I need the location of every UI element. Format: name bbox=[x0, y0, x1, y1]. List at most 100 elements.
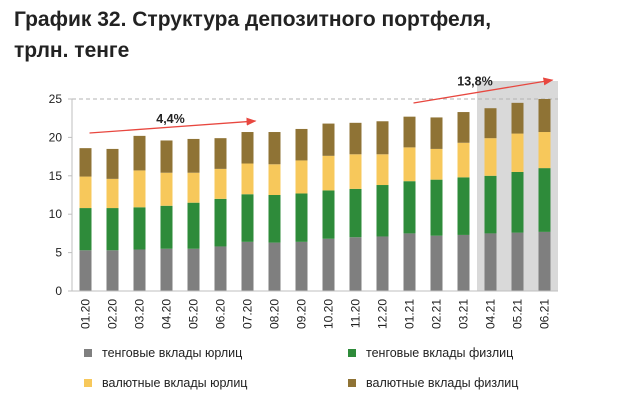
x-tick-label: 12.20 bbox=[376, 299, 390, 329]
bar-segment-02.20-s4 bbox=[106, 148, 119, 179]
bar-segment-10.20-s2 bbox=[322, 190, 335, 239]
bar-segment-06.20-s1 bbox=[214, 246, 227, 291]
bar-segment-06.21-s2 bbox=[538, 168, 551, 232]
x-tick-label: 05.21 bbox=[511, 299, 525, 329]
x-tick-label: 01.20 bbox=[79, 299, 93, 329]
x-tick-label: 07.20 bbox=[241, 299, 255, 329]
bar-segment-02.20-s3 bbox=[106, 178, 119, 209]
bar-segment-12.20-s1 bbox=[376, 236, 389, 291]
growth-label-2: 13,8% bbox=[457, 75, 492, 89]
bar-segment-04.20-s4 bbox=[160, 140, 173, 173]
bar-segment-05.21-s1 bbox=[511, 232, 524, 291]
bar-segment-09.20-s1 bbox=[295, 241, 308, 291]
bar-segment-05.20-s3 bbox=[187, 172, 200, 203]
y-tick-label: 10 bbox=[49, 207, 63, 221]
bar-segment-03.21-s3 bbox=[457, 142, 470, 178]
x-tick-label: 01.21 bbox=[403, 299, 417, 329]
legend-item-4: валютные вклады физлиц bbox=[348, 375, 594, 391]
bar-segment-01.20-s3 bbox=[79, 176, 92, 209]
bar-segment-04.21-s4 bbox=[484, 108, 497, 139]
legend-swatch bbox=[84, 349, 92, 357]
bar-segment-02.21-s2 bbox=[430, 179, 443, 236]
bar-segment-04.20-s3 bbox=[160, 172, 173, 206]
bar-segment-02.20-s1 bbox=[106, 250, 119, 291]
bar-segment-05.21-s2 bbox=[511, 171, 524, 233]
bar-segment-01.21-s4 bbox=[403, 116, 416, 148]
bar-segment-08.20-s4 bbox=[268, 132, 281, 165]
legend-swatch bbox=[348, 379, 356, 387]
bar-segment-05.21-s3 bbox=[511, 133, 524, 172]
chart-title-line-2: трлн. тенге bbox=[14, 39, 130, 62]
y-tick-label: 5 bbox=[55, 246, 62, 260]
bar-segment-01.20-s1 bbox=[79, 250, 92, 291]
bar-segment-01.21-s2 bbox=[403, 181, 416, 234]
bar-segment-03.21-s4 bbox=[457, 112, 470, 143]
y-tick-label: 15 bbox=[49, 169, 63, 183]
y-tick-label: 0 bbox=[55, 284, 62, 298]
x-tick-label: 05.20 bbox=[187, 299, 201, 329]
bar-segment-06.20-s2 bbox=[214, 198, 227, 247]
legend-label: валютные вклады физлиц bbox=[366, 376, 519, 390]
bar-segment-03.20-s2 bbox=[133, 207, 146, 250]
legend-label: тенговые вклады юрлиц bbox=[102, 346, 243, 360]
legend-item-2: тенговые вклады физлиц bbox=[348, 345, 594, 361]
bar-segment-04.21-s2 bbox=[484, 175, 497, 234]
x-tick-label: 02.21 bbox=[430, 299, 444, 329]
bar-segment-07.20-s2 bbox=[241, 194, 254, 242]
x-tick-label: 06.20 bbox=[214, 299, 228, 329]
chart-title: График 32. Структура депозитного портфел… bbox=[14, 4, 614, 66]
legend-item-1: тенговые вклады юрлиц bbox=[84, 345, 348, 361]
x-tick-label: 06.21 bbox=[538, 299, 552, 329]
bar-segment-05.20-s1 bbox=[187, 248, 200, 291]
growth-arrow-1 bbox=[89, 117, 257, 134]
legend-swatch bbox=[84, 379, 92, 387]
bar-segment-04.21-s3 bbox=[484, 138, 497, 176]
bar-segment-10.20-s4 bbox=[322, 123, 335, 156]
bar-segment-07.20-s1 bbox=[241, 241, 254, 291]
chart-legend: тенговые вклады юрлиц тенговые вклады физ… bbox=[84, 345, 594, 391]
y-tick-label: 20 bbox=[49, 130, 63, 144]
bar-segment-02.21-s1 bbox=[430, 235, 443, 291]
bar-segment-03.20-s1 bbox=[133, 249, 146, 291]
bar-segment-10.20-s3 bbox=[322, 155, 335, 191]
bar-segment-09.20-s3 bbox=[295, 160, 308, 194]
bar-segment-06.20-s4 bbox=[214, 138, 227, 169]
bar-segment-01.20-s4 bbox=[79, 148, 92, 177]
bar-segment-03.21-s1 bbox=[457, 234, 470, 291]
x-tick-label: 03.20 bbox=[133, 299, 147, 329]
legend-item-3: валютные вклады юрлиц bbox=[84, 375, 348, 391]
bar-segment-08.20-s2 bbox=[268, 195, 281, 243]
bar-segment-01.21-s3 bbox=[403, 147, 416, 182]
x-tick-label: 03.21 bbox=[457, 299, 471, 329]
x-tick-label: 04.21 bbox=[484, 299, 498, 329]
bar-segment-03.20-s3 bbox=[133, 170, 146, 208]
bar-segment-01.20-s2 bbox=[79, 208, 92, 251]
bar-segment-02.20-s2 bbox=[106, 208, 119, 251]
bar-segment-06.21-s1 bbox=[538, 231, 551, 291]
bar-segment-10.20-s1 bbox=[322, 238, 335, 291]
bar-segment-08.20-s3 bbox=[268, 164, 281, 195]
bar-segment-12.20-s4 bbox=[376, 121, 389, 155]
bar-segment-05.20-s2 bbox=[187, 202, 200, 249]
bar-segment-02.21-s3 bbox=[430, 148, 443, 180]
bar-segment-01.21-s1 bbox=[403, 233, 416, 291]
bar-segment-03.20-s4 bbox=[133, 135, 146, 171]
bar-segment-07.20-s4 bbox=[241, 132, 254, 164]
bar-segment-03.21-s2 bbox=[457, 177, 470, 235]
x-tick-label: 08.20 bbox=[268, 299, 282, 329]
x-tick-label: 04.20 bbox=[160, 299, 174, 329]
bar-segment-05.21-s4 bbox=[511, 102, 524, 134]
x-tick-label: 09.20 bbox=[295, 299, 309, 329]
bar-segment-12.20-s2 bbox=[376, 185, 389, 237]
x-tick-label: 11.20 bbox=[349, 299, 363, 328]
legend-label: валютные вклады юрлиц bbox=[102, 376, 248, 390]
bar-segment-04.21-s1 bbox=[484, 233, 497, 291]
bar-segment-06.21-s3 bbox=[538, 132, 551, 169]
x-tick-label: 02.20 bbox=[106, 299, 120, 329]
bar-segment-11.20-s1 bbox=[349, 237, 362, 291]
bar-segment-07.20-s3 bbox=[241, 163, 254, 195]
bar-segment-06.20-s3 bbox=[214, 168, 227, 199]
bar-segment-12.20-s3 bbox=[376, 154, 389, 186]
bar-segment-11.20-s3 bbox=[349, 154, 362, 189]
